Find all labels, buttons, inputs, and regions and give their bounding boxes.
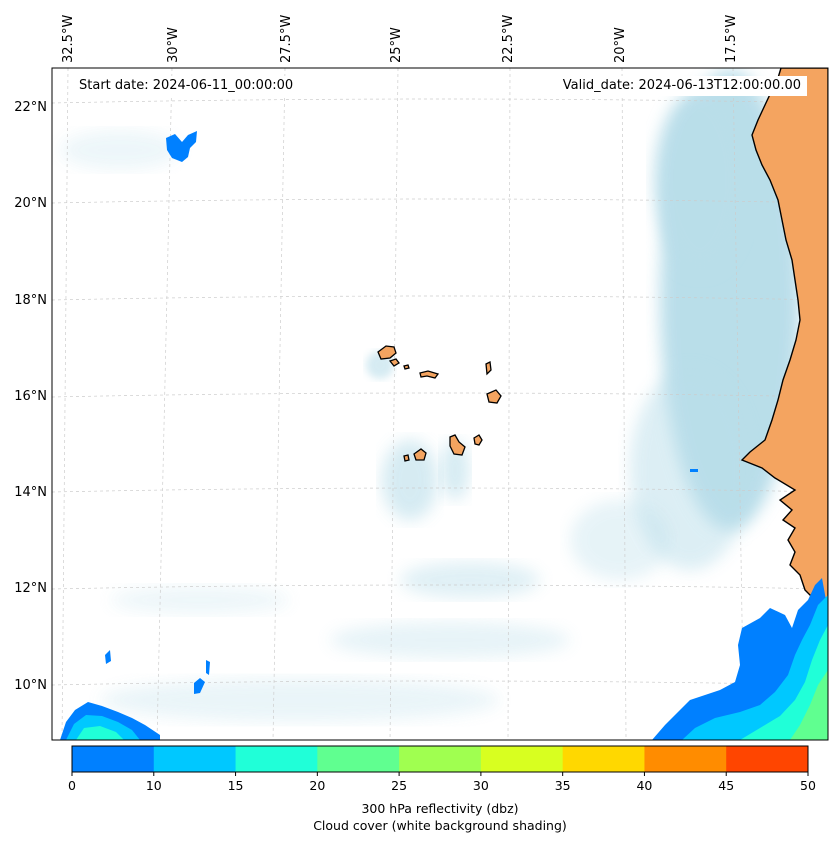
parallel-22n [52, 98, 828, 104]
island-brava [403, 454, 410, 462]
colorbar-swatch [399, 746, 482, 772]
meridian-27-5w [272, 68, 286, 740]
colorbar-swatch [562, 746, 645, 772]
lat-label: 10°N [14, 678, 47, 693]
parallel-12n [52, 584, 828, 590]
colorbar-tick-label: 45 [718, 778, 734, 793]
colorbar-swatch [317, 746, 400, 772]
colorbar-swatch [153, 746, 237, 772]
colorbar-swatches [72, 746, 809, 772]
island-maio [473, 434, 483, 446]
meridian-20w [621, 68, 627, 740]
colorbar-subtitle: Cloud cover (white background shading) [313, 818, 567, 833]
colorbar-swatch [644, 746, 727, 772]
refl-patch-southeast-inner [740, 625, 828, 740]
cloud-streak-3 [100, 678, 500, 722]
lon-label: 27.5°W [279, 15, 294, 63]
cloud-streak-1 [400, 562, 540, 598]
cloud-streak-4 [60, 130, 180, 170]
refl-patch-west-2 [206, 660, 210, 675]
refl-patch-north [166, 131, 197, 162]
colorbar-tick-label: 10 [146, 778, 162, 793]
island-sao-nicolau [419, 370, 440, 379]
parallel-20n [52, 198, 828, 204]
graticule [52, 68, 828, 740]
colorbar-tick-label: 20 [309, 778, 325, 793]
colorbar-title: 300 hPa reflectivity (dbz) [361, 801, 518, 816]
refl-patch-coastal-speck [690, 469, 698, 472]
colorbar-tick-label: 35 [555, 778, 571, 793]
island-sao-vicente [388, 358, 400, 367]
parallel-16n [52, 392, 828, 398]
parallel-14n [52, 487, 828, 493]
lon-label: 30°W [166, 27, 181, 63]
lat-label: 20°N [14, 196, 47, 211]
valid-date-label: Valid_date: 2024-06-13T12:00:00.00 [556, 76, 807, 96]
parallel-10n [52, 680, 828, 686]
lat-label: 22°N [14, 100, 47, 115]
island-santiago [449, 434, 466, 456]
cape-verde-islands [377, 345, 502, 462]
lat-label: 12°N [14, 581, 47, 596]
lon-label: 17.5°W [724, 15, 739, 63]
cloud-band-north [655, 90, 745, 270]
colorbar-swatch [235, 746, 318, 772]
colorbar-ticks: 0 10 15 20 25 30 35 40 45 50 [68, 772, 816, 793]
reflectivity-contours [60, 131, 828, 740]
cloud-streak-5 [570, 500, 670, 580]
colorbar-tick-label: 50 [800, 778, 816, 793]
parallel-18n [52, 295, 828, 301]
colorbar-tick-label: 40 [636, 778, 652, 793]
refl-patch-southwest-inner [76, 726, 124, 740]
cloud-patch-islands [382, 440, 438, 520]
cloud-streak-2 [330, 622, 570, 658]
start-date-label: Start date: 2024-06-11_00:00:00 [73, 76, 300, 96]
colorbar-swatch [726, 746, 809, 772]
map-frame [51, 67, 829, 741]
cloud-cover-shading [60, 70, 800, 722]
colorbar: 0 10 15 20 25 30 35 40 45 50 300 hPa reflectivity… [68, 745, 816, 833]
meridian-22-5w [507, 68, 511, 740]
refl-patch-southeast-innermost [790, 670, 828, 740]
cloud-streak-6 [110, 586, 290, 614]
lon-label: 20°W [613, 27, 628, 63]
colorbar-tick-label: 25 [391, 778, 407, 793]
colorbar-swatch [480, 746, 564, 772]
island-santa-luzia [403, 364, 410, 370]
meridian-30w [156, 68, 173, 740]
refl-patch-west-1 [194, 678, 205, 694]
meridian-32-5w [61, 68, 69, 740]
colorbar-swatch [72, 746, 155, 772]
island-boa-vista [486, 389, 502, 404]
lat-label: 14°N [14, 485, 47, 500]
colorbar-tick-label: 0 [68, 778, 76, 793]
lon-label: 22.5°W [501, 15, 516, 63]
lat-label: 16°N [14, 389, 47, 404]
longitude-labels: 32.5°W 30°W 27.5°W 25°W 22.5°W 20°W 17.5… [61, 15, 739, 63]
island-santo-antao [377, 345, 397, 360]
colorbar-tick-label: 30 [473, 778, 489, 793]
lat-label: 18°N [14, 293, 47, 308]
island-sal [485, 361, 492, 376]
colorbar-frame [71, 745, 809, 773]
refl-patch-west-3 [105, 650, 111, 664]
island-fogo [413, 448, 427, 461]
map-panel [52, 68, 828, 740]
meridian-25w [389, 68, 399, 740]
colorbar-tick-label: 15 [228, 778, 244, 793]
lon-label: 25°W [389, 27, 404, 63]
lon-label: 32.5°W [61, 15, 76, 63]
latitude-labels: 22°N 20°N 18°N 16°N 14°N 12°N 10°N [14, 100, 47, 693]
